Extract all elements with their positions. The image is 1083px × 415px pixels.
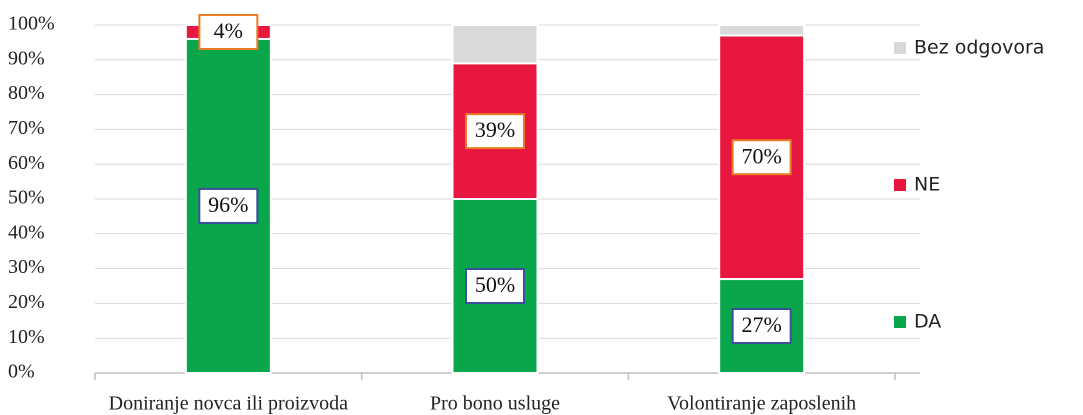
value-label: 70%	[742, 143, 782, 168]
value-label: 39%	[475, 117, 515, 142]
value-label-box	[465, 113, 525, 150]
bar-segment	[718, 24, 806, 37]
legend-swatch	[894, 316, 906, 328]
legend-label: Bez odgovora	[914, 37, 1044, 59]
y-tick-label: 100%	[8, 13, 55, 35]
legend-label: NE	[914, 174, 940, 196]
y-tick-label: 40%	[8, 221, 45, 243]
y-tick-label: 90%	[8, 47, 45, 69]
y-tick-label: 20%	[8, 291, 45, 313]
value-label: 4%	[214, 18, 243, 43]
y-tick-label: 0%	[8, 361, 35, 383]
value-label: 96%	[208, 192, 248, 217]
x-tick-label: Pro bono usluge	[430, 393, 560, 415]
value-label: 27%	[742, 312, 782, 337]
bar-segment	[451, 24, 539, 65]
y-tick-label: 60%	[8, 152, 45, 174]
legend-label: DA	[914, 311, 941, 333]
y-tick-label: 70%	[8, 117, 45, 139]
y-tick-label: 80%	[8, 82, 45, 104]
x-tick-label: Volontiranje zaposlenih	[667, 393, 856, 415]
y-tick-label: 30%	[8, 256, 45, 278]
y-tick-label: 10%	[8, 326, 45, 348]
legend-swatch	[894, 179, 906, 191]
value-label-box	[731, 308, 792, 345]
y-tick-label: 50%	[8, 187, 45, 209]
x-tick-label: Doniranje novca ili proizvoda	[109, 393, 348, 415]
value-label-box	[198, 13, 259, 50]
legend-swatch	[894, 42, 906, 54]
value-label-box	[465, 268, 525, 304]
value-label: 50%	[475, 272, 515, 297]
value-label-box	[731, 139, 792, 176]
value-label-box	[198, 187, 259, 224]
